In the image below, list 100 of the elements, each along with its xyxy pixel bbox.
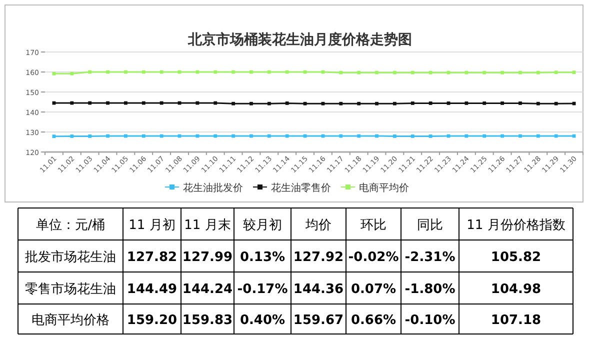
point xyxy=(393,102,396,106)
text: 11 月初 xyxy=(128,218,176,233)
point xyxy=(303,102,307,106)
point xyxy=(196,101,200,105)
text: 127.99 xyxy=(182,250,233,265)
point xyxy=(375,70,378,74)
point xyxy=(410,102,414,105)
text: -1.80% xyxy=(404,282,456,297)
point xyxy=(518,134,522,138)
text: 0.13% xyxy=(240,250,286,265)
point xyxy=(393,134,396,138)
text: 127.82 xyxy=(126,250,178,265)
point xyxy=(232,134,235,138)
point xyxy=(124,70,128,74)
point xyxy=(267,102,271,106)
point xyxy=(482,70,486,74)
point xyxy=(142,134,146,138)
point xyxy=(124,134,128,138)
point xyxy=(339,70,343,74)
text: 144.49 xyxy=(126,282,178,297)
legend-label: 电商平均价 xyxy=(359,182,409,194)
point xyxy=(464,134,468,138)
point xyxy=(536,134,540,138)
text: 159.20 xyxy=(126,313,178,328)
point xyxy=(518,70,522,74)
text: 159.67 xyxy=(293,313,344,328)
point xyxy=(375,134,378,138)
point xyxy=(106,70,110,74)
point xyxy=(160,134,164,138)
point xyxy=(250,134,253,138)
point xyxy=(482,134,486,138)
text: 0.07% xyxy=(350,282,396,297)
point xyxy=(536,70,540,74)
point xyxy=(339,102,343,106)
point xyxy=(500,102,504,105)
point xyxy=(482,102,486,105)
text: 105.82 xyxy=(490,250,542,265)
text: 144.24 xyxy=(182,282,233,297)
text: 同比 xyxy=(417,218,443,233)
point xyxy=(124,101,128,105)
text: 0.66% xyxy=(350,313,396,328)
point xyxy=(106,134,110,138)
point xyxy=(196,134,200,138)
point xyxy=(285,134,289,138)
point xyxy=(554,134,558,138)
text: 159.83 xyxy=(182,313,233,328)
point xyxy=(52,134,56,138)
point xyxy=(357,70,361,74)
point xyxy=(446,70,450,74)
point xyxy=(196,70,200,74)
text: -0.02% xyxy=(348,250,399,265)
text: 11 月末 xyxy=(184,218,231,233)
point xyxy=(518,102,522,105)
point xyxy=(393,70,396,74)
point xyxy=(554,102,558,106)
point xyxy=(232,102,235,106)
point xyxy=(339,134,343,138)
point xyxy=(88,134,92,138)
point xyxy=(70,101,74,105)
text: 批发市场花生油 xyxy=(25,250,116,265)
text: -2.31% xyxy=(404,250,456,265)
point xyxy=(536,102,540,106)
text: 104.98 xyxy=(490,282,542,297)
point xyxy=(464,70,468,74)
point xyxy=(214,101,218,105)
point xyxy=(500,134,504,138)
point xyxy=(160,101,164,105)
text: 电商平均价格 xyxy=(32,313,110,328)
point xyxy=(106,101,110,105)
text: 均价 xyxy=(304,218,332,233)
point xyxy=(410,70,414,74)
legend-label: 花生油批发价 xyxy=(183,182,243,194)
point xyxy=(357,134,361,138)
chart-title: 北京市场桶装花生油月度价格走势图 xyxy=(187,31,412,48)
text: -0.10% xyxy=(404,313,456,328)
point xyxy=(250,70,253,74)
point xyxy=(428,70,432,74)
point xyxy=(357,102,361,106)
legend-label: 花生油零售价 xyxy=(271,182,331,194)
point xyxy=(70,72,74,76)
text: 0.40% xyxy=(240,313,286,328)
point xyxy=(52,72,56,76)
point xyxy=(160,70,164,74)
point xyxy=(142,101,146,105)
point xyxy=(267,70,271,74)
point xyxy=(446,102,450,105)
point xyxy=(464,102,468,105)
point xyxy=(232,70,235,74)
point xyxy=(554,70,558,74)
text: 环比 xyxy=(360,218,386,233)
point xyxy=(267,134,271,138)
text: 127.92 xyxy=(293,250,344,265)
point xyxy=(428,102,432,105)
point xyxy=(321,102,325,106)
text: 107.18 xyxy=(490,313,542,328)
point xyxy=(88,101,92,105)
point xyxy=(285,102,289,105)
text: 144.36 xyxy=(293,282,344,297)
point xyxy=(500,70,504,74)
text: 11 月份价格指数 xyxy=(466,218,566,233)
